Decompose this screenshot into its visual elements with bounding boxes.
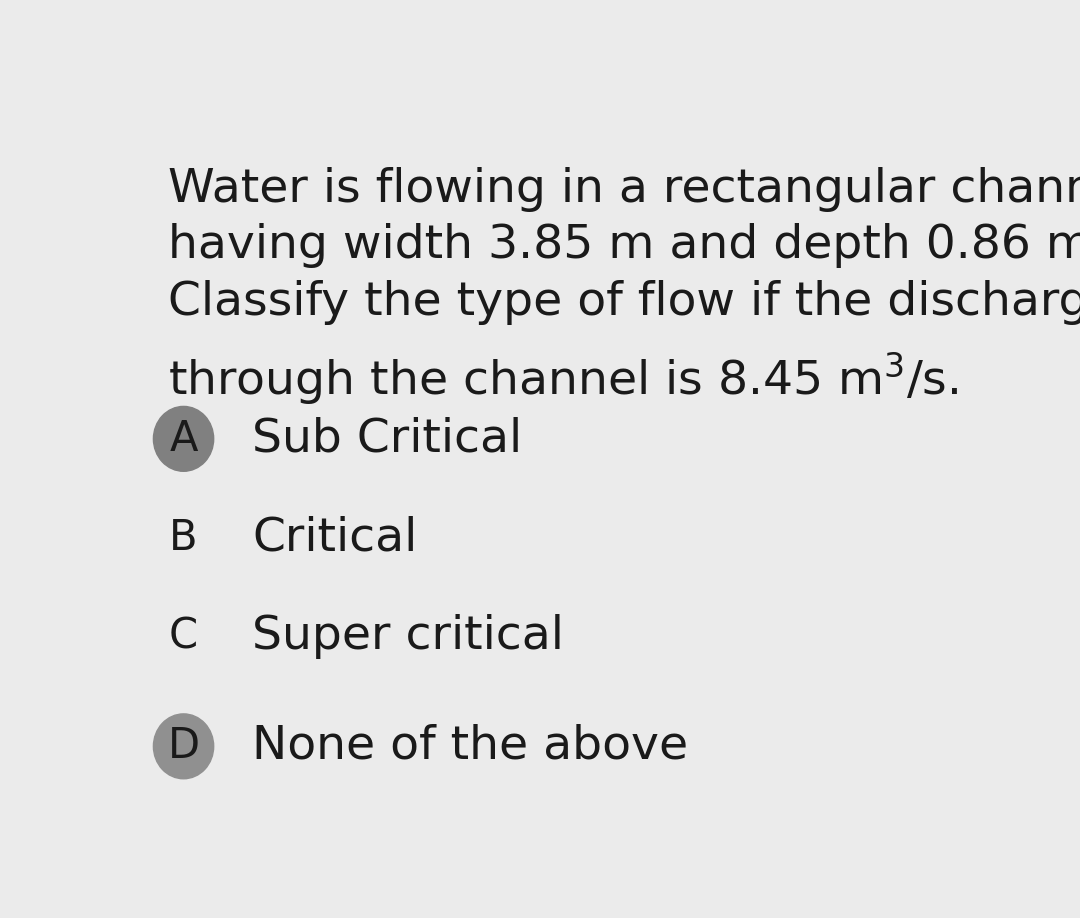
Text: Super critical: Super critical (253, 614, 564, 659)
Text: C: C (168, 616, 198, 658)
Text: through the channel is 8.45 m$^{\mathregular{3}}$/s.: through the channel is 8.45 m$^{\mathreg… (168, 351, 959, 408)
Text: D: D (167, 725, 200, 767)
Text: having width 3.85 m and depth 0.86 m.: having width 3.85 m and depth 0.86 m. (168, 223, 1080, 268)
Text: Critical: Critical (253, 515, 418, 560)
Text: Water is flowing in a rectangular channel: Water is flowing in a rectangular channe… (168, 167, 1080, 212)
Text: None of the above: None of the above (253, 723, 688, 769)
Text: A: A (170, 418, 198, 460)
Text: Sub Critical: Sub Critical (253, 417, 523, 462)
Text: Classify the type of flow if the discharge: Classify the type of flow if the dischar… (168, 280, 1080, 325)
Ellipse shape (153, 714, 214, 778)
Ellipse shape (153, 407, 214, 471)
Text: B: B (170, 517, 198, 559)
